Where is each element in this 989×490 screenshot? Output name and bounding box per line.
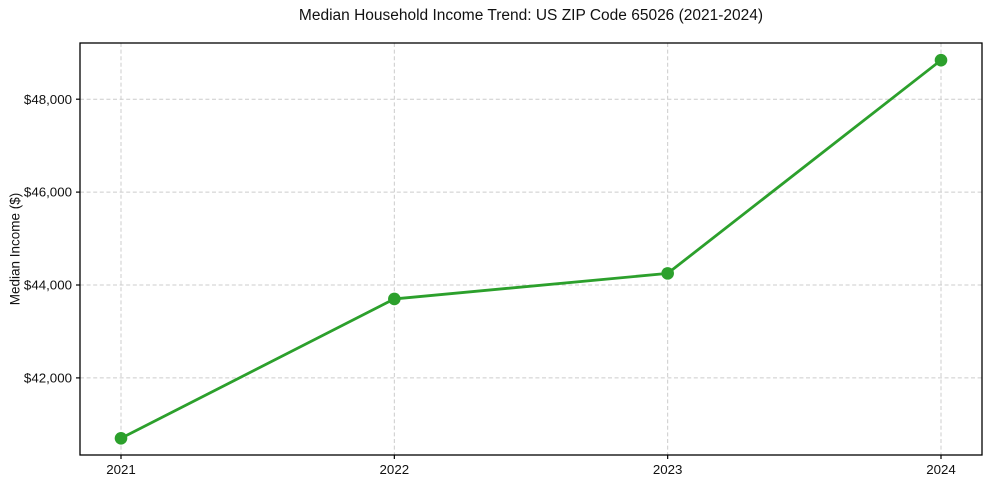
- chart-title: Median Household Income Trend: US ZIP Co…: [298, 7, 764, 24]
- y-tick-label: $44,000: [24, 278, 72, 293]
- x-tick-label: 2023: [653, 462, 683, 477]
- data-point: [388, 292, 401, 306]
- plot-frame: [79, 42, 983, 456]
- data-point: [661, 267, 674, 280]
- y-tick-label: $42,000: [24, 370, 72, 385]
- y-tick-label: $46,000: [24, 185, 72, 200]
- x-tick-label: 2021: [106, 462, 136, 477]
- data-point: [114, 431, 128, 445]
- y-tick-label: $48,000: [24, 92, 72, 107]
- x-tick-label: 2022: [380, 462, 410, 477]
- x-tick-label: 2024: [926, 462, 956, 477]
- trend-line: [119, 58, 943, 440]
- data-point: [934, 53, 948, 67]
